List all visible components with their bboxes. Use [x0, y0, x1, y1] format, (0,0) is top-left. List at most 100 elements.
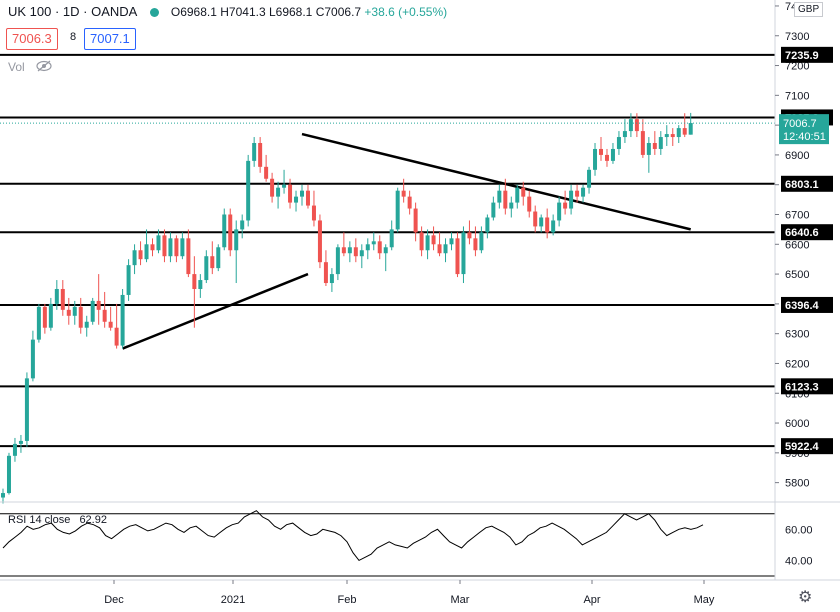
- candle-body: [622, 131, 627, 138]
- candle-body: [210, 256, 215, 269]
- y-tick-label: 7100: [785, 90, 809, 102]
- level-label: 5922.4: [785, 441, 820, 453]
- market-open-status-icon: [150, 8, 160, 18]
- candle-body: [664, 134, 669, 138]
- candle-body: [539, 217, 544, 227]
- sell-button[interactable]: 7006.3: [6, 28, 58, 50]
- currency-badge[interactable]: GBP: [794, 2, 824, 17]
- candle-body: [102, 309, 107, 322]
- rsi-value: 62.92: [79, 514, 107, 526]
- candle-body: [323, 262, 328, 284]
- candle-body: [114, 327, 119, 346]
- candle-body: [282, 184, 287, 188]
- candle-body: [425, 235, 430, 251]
- candle-body: [12, 443, 17, 456]
- candle-body: [138, 250, 143, 260]
- candle-body: [634, 119, 639, 132]
- candle-body: [264, 166, 269, 179]
- candle-body: [401, 190, 406, 197]
- candle-body: [449, 238, 454, 245]
- candle-body: [365, 244, 370, 251]
- candle-body: [610, 148, 615, 161]
- candle-body: [192, 274, 197, 289]
- candle-body: [640, 131, 645, 155]
- eye-hidden-icon[interactable]: [36, 60, 52, 75]
- candle-body: [581, 187, 586, 197]
- x-tick-label: Dec: [104, 594, 124, 606]
- candle-body: [503, 190, 508, 209]
- y-tick-label: 6600: [785, 239, 809, 251]
- change-value: +38.6 (+0.55%): [364, 5, 448, 19]
- rsi-pane: [0, 510, 775, 577]
- high-value: H7041.3: [220, 5, 266, 19]
- candle-body: [521, 187, 526, 197]
- candle-body: [509, 202, 514, 209]
- x-tick-label: Feb: [338, 594, 357, 606]
- candle-body: [335, 247, 340, 275]
- rsi-tick-label: 40.00: [785, 555, 813, 567]
- current-price-label-bg: [779, 114, 829, 145]
- candle-body: [18, 440, 23, 444]
- ohlc-readout: O6968.1 H7041.3 L6968.1 C7006.7 +38.6 (+…: [171, 5, 447, 19]
- candle-body: [132, 250, 137, 266]
- candle-body: [311, 205, 316, 221]
- candle-body: [234, 229, 239, 251]
- candle-body: [270, 178, 275, 197]
- spread-value: 8: [70, 31, 77, 43]
- candle-body: [126, 265, 131, 295]
- candle-body: [371, 241, 376, 245]
- candle-body: [78, 306, 83, 328]
- candle-body: [413, 208, 418, 233]
- level-label: 7235.9: [785, 50, 819, 62]
- price-axis: 5800590060006100620063006400650066006700…: [0, 0, 840, 581]
- level-label-bg: [781, 438, 833, 455]
- candle-body: [162, 235, 167, 257]
- x-tick-label: Apr: [583, 594, 600, 606]
- candle-body: [652, 143, 657, 149]
- close-value: C7006.7: [315, 5, 362, 19]
- candle-body: [168, 238, 173, 257]
- candle-body: [443, 244, 448, 254]
- candle-body: [575, 190, 580, 197]
- candle-body: [377, 241, 382, 254]
- y-tick-label: 6500: [785, 269, 809, 281]
- candle-body: [300, 190, 304, 197]
- x-tick-label: May: [694, 594, 715, 606]
- candle-body: [479, 232, 484, 251]
- candle-body: [90, 300, 95, 322]
- candle-body: [198, 280, 203, 289]
- volume-legend: Vol: [8, 60, 52, 75]
- candle-body: [431, 235, 436, 245]
- candle-body: [670, 134, 675, 138]
- candle-body: [682, 128, 687, 135]
- candle-body: [587, 169, 592, 188]
- y-tick-label: 5800: [785, 478, 809, 490]
- candle-body: [150, 244, 155, 251]
- candle-body: [347, 247, 352, 254]
- symbol-title[interactable]: UK 100 · 1D · OANDA: [8, 4, 137, 19]
- level-label: 6123.3: [785, 381, 819, 393]
- candle-body: [276, 187, 281, 197]
- level-label: 6803.1: [785, 179, 819, 191]
- y-tick-label: 6000: [785, 418, 809, 430]
- candle-body: [228, 214, 233, 251]
- candle-body: [1, 493, 5, 498]
- buy-button[interactable]: 7007.1: [84, 28, 136, 50]
- candle-body: [294, 196, 299, 203]
- gear-icon[interactable]: ⚙: [798, 589, 813, 606]
- candle-body: [48, 303, 53, 328]
- time-axis: Dec 2021 Feb Mar Apr May: [104, 580, 715, 606]
- candle-body: [461, 232, 466, 275]
- x-tick-label: 2021: [221, 594, 245, 606]
- candle-body: [180, 238, 185, 257]
- candle-body: [593, 148, 598, 170]
- candle-body: [317, 220, 322, 263]
- candle-body: [646, 143, 651, 155]
- chart-header: UK 100 · 1D · OANDA O6968.1 H7041.3 L696…: [8, 4, 447, 19]
- candle-body: [30, 339, 35, 379]
- candle-body: [676, 128, 681, 138]
- volume-label: Vol: [8, 60, 25, 74]
- x-tick-label: Mar: [451, 594, 470, 606]
- y-tick-label: 6900: [785, 150, 809, 162]
